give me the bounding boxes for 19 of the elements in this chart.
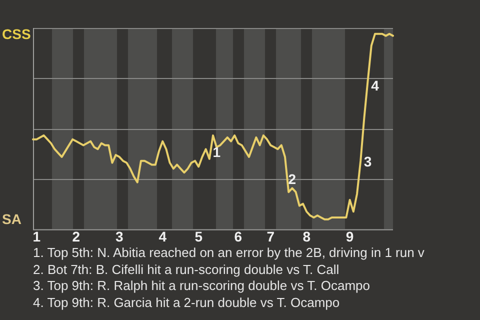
x-tick-label: 6 [234,228,242,244]
x-tick-label: 8 [302,228,311,244]
text: 4. Top 9th: R. Garcia hit a 2-run double vs T. Ocampo [33,295,341,312]
text: 3. Top 9th: R. Ralph hit a run-scoring double vs T. Ocampo [33,278,371,296]
text: 1. Top 5th: N. Abitia reached on an error by the 2B, driving in 1 run v [33,245,426,262]
annotation: 3 [364,154,372,170]
annotation: 1 [212,144,221,160]
text: 2. Bot 7th: B. Cifelli hit a run-scoring double vs T. Call [33,262,340,278]
x-tick-label: 9 [346,228,354,244]
text: SA [2,211,22,227]
annotation: 2 [288,171,296,188]
text: CSS [2,26,31,42]
annotation: 4 [371,77,380,94]
x-tick-label: 1 [32,228,41,244]
x-tick-label: 3 [116,228,124,244]
x-tick-label: 2 [72,228,80,244]
x-tick-label: 7 [266,228,275,244]
x-tick-label: 4 [158,228,167,244]
x-tick-label: 5 [194,228,203,244]
